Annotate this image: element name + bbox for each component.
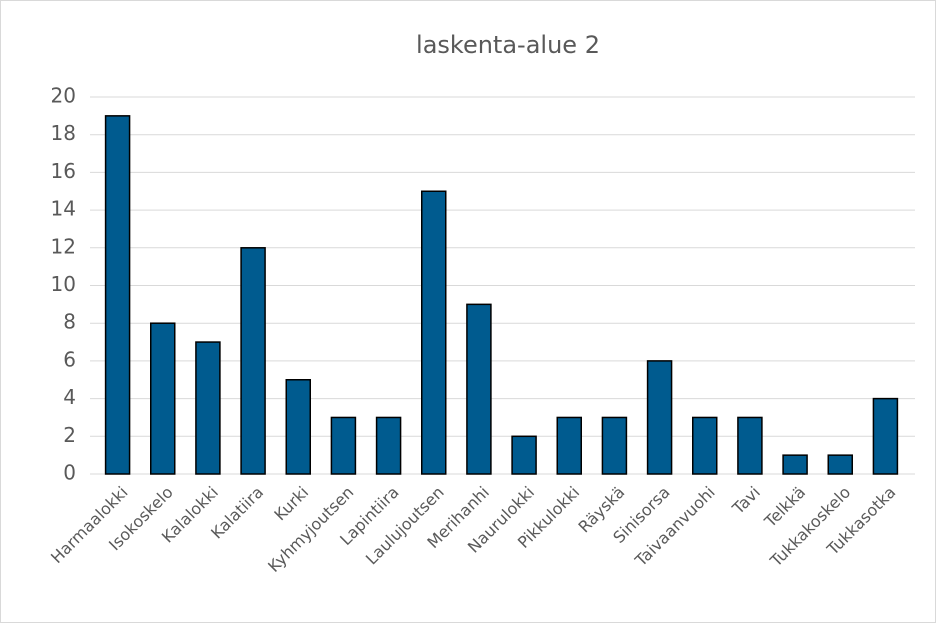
y-tick-label: 0	[63, 461, 76, 485]
bar	[556, 416, 582, 475]
bar	[150, 322, 176, 475]
y-tick-label: 20	[51, 84, 76, 108]
bar	[601, 416, 628, 475]
bar	[646, 360, 673, 475]
bar	[195, 341, 221, 475]
y-tick-label: 16	[51, 159, 76, 183]
bar	[511, 435, 537, 475]
bar	[872, 397, 899, 475]
y-tick-label: 18	[51, 121, 76, 145]
y-tick-label: 14	[51, 197, 76, 221]
bar	[692, 416, 718, 475]
bar	[737, 416, 763, 475]
chart-title: laskenta-alue 2	[416, 31, 600, 59]
bar	[240, 247, 266, 475]
bar	[421, 190, 447, 475]
y-tick-label: 8	[63, 310, 76, 334]
bar	[827, 454, 853, 475]
bar	[104, 115, 131, 475]
bar	[466, 303, 492, 475]
y-tick-label: 6	[63, 347, 76, 371]
bar	[375, 416, 402, 475]
bar	[285, 379, 311, 475]
bar	[330, 416, 357, 475]
bar	[782, 454, 808, 475]
y-tick-label: 2	[63, 423, 76, 447]
y-tick-label: 4	[63, 385, 76, 409]
y-tick-label: 10	[51, 272, 76, 296]
y-tick-label: 12	[51, 234, 76, 258]
